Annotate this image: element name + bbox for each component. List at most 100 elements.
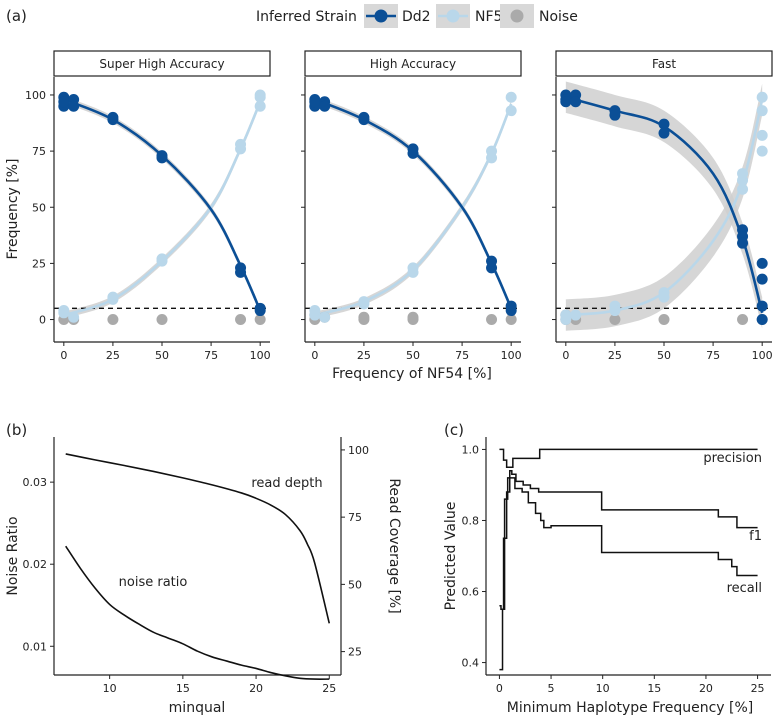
nf54-point xyxy=(319,311,331,323)
y-right-tick-label: 75 xyxy=(348,511,362,524)
x-tick-label: 20 xyxy=(249,682,263,695)
legend: Inferred Strain Dd2 NF54 Noise xyxy=(256,4,578,28)
nf54-point xyxy=(756,105,768,117)
x-tick-label: 0 xyxy=(311,349,318,362)
noise-point xyxy=(254,314,266,326)
nf54-point xyxy=(756,129,768,141)
facet-2: Fast 0 25 50 75 100 xyxy=(552,50,773,362)
noise-point xyxy=(609,314,621,326)
dd2-point xyxy=(407,143,419,155)
dd2-ribbon xyxy=(63,96,261,314)
nf54-point xyxy=(737,183,749,195)
read-depth-line xyxy=(65,453,331,624)
nf54-fit-line xyxy=(314,103,513,317)
f1-line xyxy=(499,469,758,611)
x-tick-label: 15 xyxy=(647,682,661,695)
nf54-point xyxy=(756,91,768,103)
legend-title: Inferred Strain xyxy=(256,9,357,25)
facet-title: Super High Accuracy xyxy=(99,57,224,71)
dd2-point xyxy=(756,300,768,312)
x-tick-label: 25 xyxy=(106,349,120,362)
dd2-point xyxy=(107,111,119,123)
noise-point xyxy=(505,314,517,326)
nf54-point xyxy=(235,138,247,150)
dd2-point xyxy=(505,305,517,317)
legend-label-dd2: Dd2 xyxy=(402,9,431,25)
precision-line xyxy=(499,448,758,468)
y-axis-title: Predicted Value xyxy=(443,502,459,611)
nf54-point xyxy=(358,298,370,310)
noise-point xyxy=(407,311,419,323)
f1-label: f1 xyxy=(749,529,762,544)
facet-strip xyxy=(555,50,773,77)
dd2-point xyxy=(756,257,768,269)
legend-key-noise-dot xyxy=(510,9,524,23)
nf54-point xyxy=(560,309,572,321)
nf54-point xyxy=(156,253,168,265)
dd2-point xyxy=(756,314,768,326)
nf54-point xyxy=(609,305,621,317)
dd2-point xyxy=(560,96,572,108)
x-axis-title: Minimum Haplotype Frequency [%] xyxy=(507,700,754,716)
y-tick-label: 1.0 xyxy=(462,443,480,456)
nf54-point xyxy=(486,145,498,157)
y-tick-label: 50 xyxy=(32,201,46,214)
dd2-ribbon xyxy=(314,96,512,312)
legend-key-dd2-dot xyxy=(374,9,388,23)
noise-ratio-label: noise ratio xyxy=(119,575,188,590)
nf54-point xyxy=(505,91,517,103)
x-tick-label: 75 xyxy=(455,349,469,362)
y-tick-label: 0.4 xyxy=(462,657,480,670)
dd2-point xyxy=(658,127,670,139)
facet-1: High Accuracy 0 25 50 75 100 xyxy=(301,50,522,362)
nf54-point xyxy=(254,100,266,112)
x-tick-label: 25 xyxy=(751,682,765,695)
nf54-ribbon xyxy=(314,100,512,319)
x-tick-label: 25 xyxy=(608,349,622,362)
dd2-point xyxy=(570,96,582,108)
y-axis-title: Frequency [%] xyxy=(5,158,21,259)
y-tick-label: 25 xyxy=(32,257,46,270)
dd2-point xyxy=(756,273,768,285)
x-tick-label: 20 xyxy=(699,682,713,695)
facet-strip xyxy=(53,50,271,77)
nf54-point xyxy=(254,89,266,101)
noise-ratio-line xyxy=(65,545,330,680)
nf54-point xyxy=(58,305,70,317)
dd2-point xyxy=(309,96,321,108)
nf54-point xyxy=(737,168,749,180)
x-tick-label: 10 xyxy=(596,682,610,695)
nf54-fit-line xyxy=(63,101,262,317)
legend-label-noise: Noise xyxy=(539,9,578,25)
y-right-tick-label: 25 xyxy=(348,646,362,659)
x-tick-label: 10 xyxy=(103,682,117,695)
dd2-point xyxy=(235,262,247,274)
x-tick-label: 15 xyxy=(176,682,190,695)
y-right-tick-label: 50 xyxy=(348,578,362,591)
dd2-point xyxy=(68,100,80,112)
recall-label: recall xyxy=(727,581,762,596)
dd2-point xyxy=(609,109,621,121)
y-axis-right-title: Read Coverage [%] xyxy=(386,478,402,613)
noise-point xyxy=(107,314,119,326)
y-right-tick-label: 100 xyxy=(348,444,369,457)
x-tick-label: 25 xyxy=(357,349,371,362)
read-depth-label: read depth xyxy=(251,476,322,491)
nf54-point xyxy=(107,293,119,305)
noise-point xyxy=(235,314,247,326)
dd2-point xyxy=(156,150,168,162)
y-tick-label: 0.01 xyxy=(23,640,48,653)
dd2-point xyxy=(486,255,498,267)
y-axis-title: Noise Ratio xyxy=(5,516,21,595)
x-tick-label: 0 xyxy=(562,349,569,362)
recall-line xyxy=(499,477,758,671)
nf54-point xyxy=(68,311,80,323)
panel-label-a: (a) xyxy=(6,7,27,25)
x-tick-label: 5 xyxy=(548,682,555,695)
noise-point xyxy=(486,314,498,326)
dd2-point xyxy=(254,305,266,317)
x-tick-label: 100 xyxy=(501,349,522,362)
x-axis-title: Frequency of NF54 [%] xyxy=(332,366,492,382)
y-tick-label: 0.03 xyxy=(23,476,48,489)
